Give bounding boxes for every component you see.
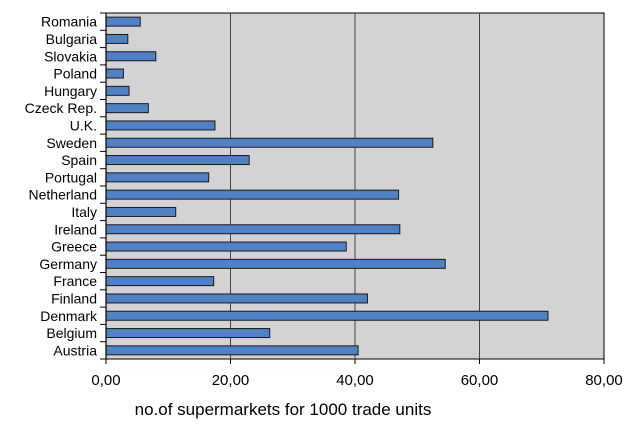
category-label: Hungary (44, 83, 97, 99)
bar (105, 68, 124, 79)
y-axis-ticks (100, 12, 106, 360)
bar (105, 85, 130, 96)
category-label: Greece (51, 239, 97, 255)
category-label: Czeck Rep. (25, 100, 97, 116)
x-tick-label: 60,00 (461, 372, 499, 389)
bar (105, 189, 400, 200)
category-label: Austria (53, 342, 97, 358)
category-label: Portugal (45, 169, 97, 185)
bar (105, 276, 215, 287)
bar (105, 137, 434, 148)
category-label: Sweden (46, 135, 97, 151)
category-label: Germany (39, 256, 97, 272)
category-label: U.K. (70, 117, 97, 133)
bar (105, 120, 216, 131)
bar (105, 33, 129, 44)
bar (105, 206, 177, 217)
bar (105, 241, 347, 252)
bar (105, 310, 549, 321)
x-axis-title: no.of supermarkets for 1000 trade units (135, 400, 432, 419)
category-label: Ireland (54, 221, 97, 237)
bar (105, 103, 149, 114)
category-label: Bulgaria (46, 31, 98, 47)
bar (105, 345, 359, 356)
bar (105, 293, 368, 304)
category-label: Romania (41, 14, 97, 30)
category-label: France (53, 273, 97, 289)
x-tick-label: 40,00 (336, 372, 374, 389)
category-label: Italy (71, 204, 97, 220)
bar (105, 155, 250, 166)
x-tick-label: 20,00 (212, 372, 250, 389)
x-tick-label: 0,00 (91, 372, 120, 389)
category-label: Slovakia (44, 48, 97, 64)
bar (105, 172, 210, 183)
category-label: Denmark (40, 308, 98, 324)
category-label: Belgium (46, 325, 97, 341)
bar (105, 258, 446, 269)
x-axis-ticks: 0,00 20,00 40,00 60,00 80,00 (91, 359, 623, 389)
category-label: Finland (51, 290, 97, 306)
bar (105, 16, 141, 27)
bar (105, 224, 401, 235)
bar (105, 328, 271, 339)
x-tick-label: 80,00 (585, 372, 623, 389)
category-label: Spain (61, 152, 97, 168)
category-label: Poland (53, 66, 97, 82)
bar (105, 51, 157, 62)
category-label: Netherland (29, 187, 98, 203)
